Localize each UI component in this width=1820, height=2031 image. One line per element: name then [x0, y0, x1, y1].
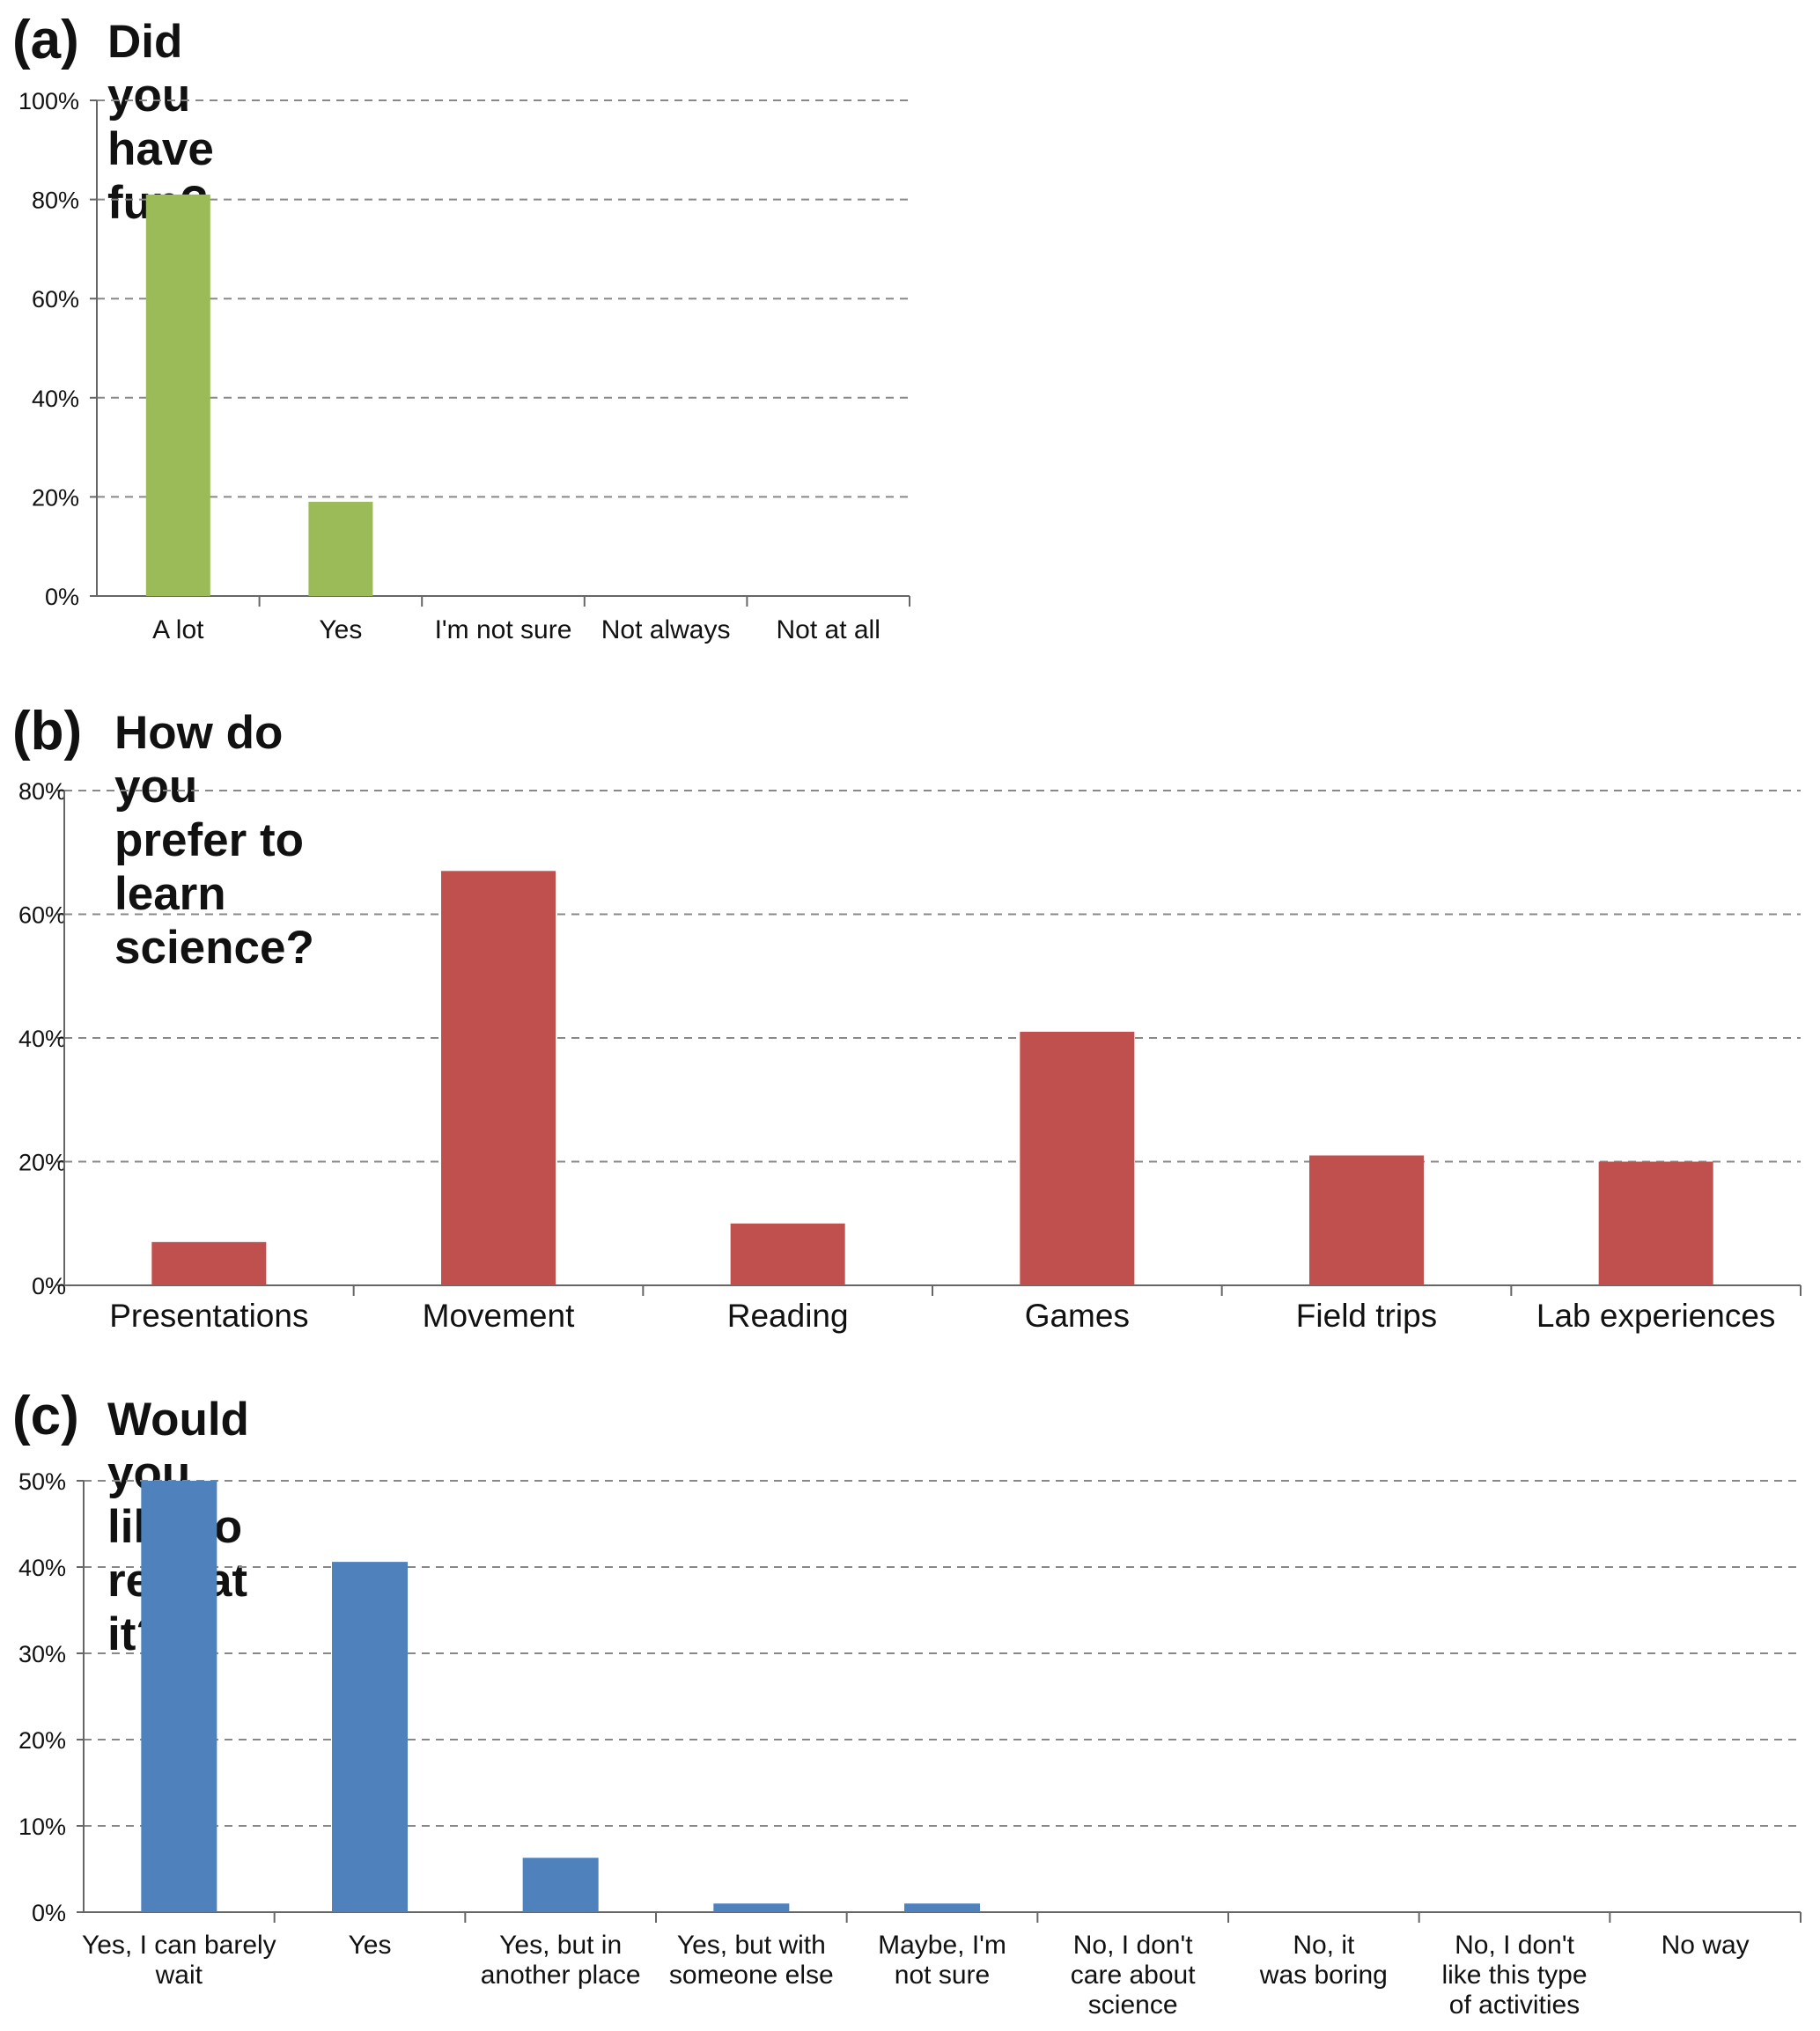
bar-b-1: [441, 871, 556, 1285]
x-tick-label-a-3: Not always: [601, 615, 731, 644]
y-tick-label-c-5: 50%: [18, 1468, 66, 1495]
chart-b: 0% 20% 40% 60% 80% Presentations Movement Readi…: [18, 778, 1802, 1334]
bar-b-2: [730, 1223, 845, 1285]
y-tick-label-c-1: 10%: [18, 1814, 66, 1840]
panel-label-a: (a): [12, 10, 79, 70]
y-tick-label-a-0: 0%: [45, 584, 79, 610]
bar-a-1: [308, 502, 373, 596]
y-tick-label-c-0: 0%: [32, 1900, 66, 1926]
bar-c-1: [332, 1562, 408, 1912]
bar-c-2: [522, 1858, 599, 1912]
y-tick-label-b-3: 60%: [18, 902, 66, 929]
x-tick-label-a-1: Yes: [319, 615, 362, 644]
x-tick-label-b-3: Games: [1025, 1298, 1130, 1334]
y-tick-label-a-3: 60%: [32, 286, 79, 313]
panel-label-b: (b): [12, 701, 83, 762]
y-tick-label-a-2: 40%: [32, 386, 79, 412]
y-tick-label-b-2: 40%: [18, 1026, 66, 1052]
bar-c-3: [713, 1903, 790, 1912]
y-tick-label-a-1: 20%: [32, 484, 79, 511]
bar-b-5: [1598, 1161, 1713, 1285]
x-tick-label-a-4: Not at all: [777, 615, 881, 644]
y-tick-label-b-1: 20%: [18, 1150, 66, 1176]
bar-a-0: [145, 194, 210, 596]
y-tick-label-c-4: 40%: [18, 1555, 66, 1581]
x-tick-label-b-4: Field trips: [1296, 1298, 1437, 1334]
x-tick-label-c-4: Maybe, I'm not sure: [878, 1931, 1006, 1990]
y-tick-label-a-5: 100%: [18, 88, 79, 114]
panel-label-c: (c): [12, 1386, 79, 1446]
chart-a: 0% 20% 40% 60% 80% 100% A lot Yes I'm not sure No…: [18, 88, 910, 644]
chart-title-b: How do you prefer to learn science?: [114, 707, 314, 974]
bar-b-0: [151, 1241, 267, 1285]
x-tick-label-c-3: Yes, but with someone else: [669, 1931, 834, 1990]
x-tick-label-c-7: No, I don't like this type of activities: [1441, 1931, 1587, 2020]
x-tick-label-b-2: Reading: [727, 1298, 849, 1334]
y-tick-label-a-4: 80%: [32, 188, 79, 214]
bar-c-4: [904, 1903, 980, 1912]
x-tick-label-c-5: No, I don't care about science: [1071, 1931, 1196, 2020]
x-tick-label-a-0: A lot: [152, 615, 204, 644]
x-tick-label-a-2: I'm not sure: [435, 615, 572, 644]
bar-b-3: [1020, 1031, 1135, 1285]
x-tick-label-c-2: Yes, but in another place: [481, 1931, 641, 1990]
x-tick-label-c-0: Yes, I can barely wait: [82, 1931, 276, 1990]
x-tick-label-c-1: Yes: [349, 1931, 392, 1960]
y-tick-label-b-0: 0%: [32, 1273, 66, 1299]
y-tick-label-c-2: 20%: [18, 1727, 66, 1754]
bar-b-4: [1309, 1155, 1424, 1285]
x-tick-label-c-6: No, it was boring: [1259, 1931, 1388, 1990]
y-tick-label-c-3: 30%: [18, 1641, 66, 1667]
x-tick-label-b-0: Presentations: [109, 1298, 308, 1334]
x-tick-label-b-5: Lab experiences: [1536, 1298, 1776, 1334]
x-tick-label-b-1: Movement: [423, 1298, 575, 1334]
x-tick-label-c-8: No way: [1662, 1931, 1750, 1960]
bar-c-0: [141, 1481, 217, 1912]
y-tick-label-b-4: 80%: [18, 778, 66, 805]
